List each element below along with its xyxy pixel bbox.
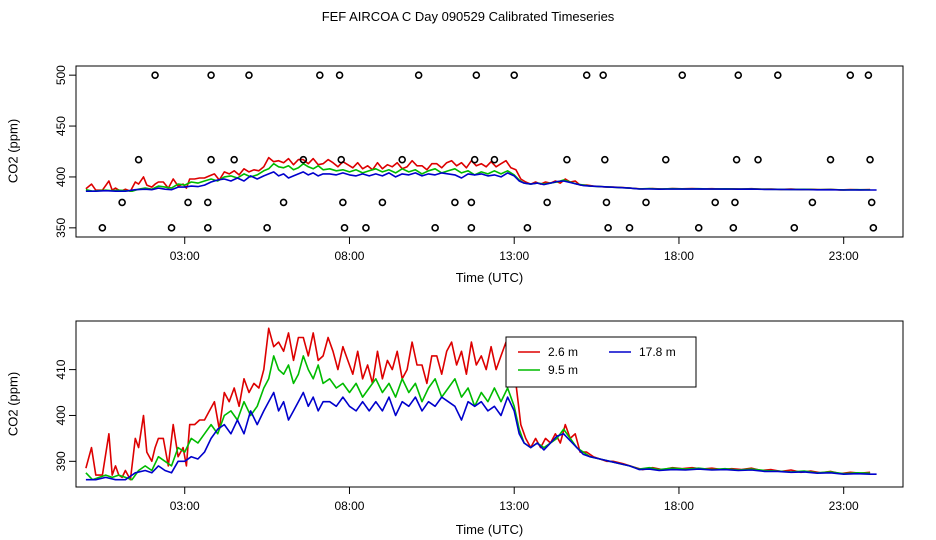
series-line-95m [85,355,871,481]
outlier-point [431,224,439,232]
outlier-point [510,71,519,79]
outlier-point [207,71,215,79]
x-axis-title: Time (UTC) [456,270,523,285]
outlier-point [490,155,499,164]
x-tick-label: 08:00 [334,499,364,513]
bottom-panel-lines: 03:00 08:00 13:00 18:00 23:00 390 400 410 Time (… [5,320,904,537]
outlier-point [808,198,817,207]
outlier-point [754,155,762,164]
outlier-point [864,71,873,79]
outlier-point [729,224,738,232]
outlier-point [151,71,159,79]
outlier-point [694,224,703,232]
x-tick-label: 18:00 [664,249,694,263]
outlier-point [98,224,107,232]
x-axis-title: Time (UTC) [456,522,523,537]
x-tick-label: 13:00 [499,249,529,263]
outlier-point [339,198,347,207]
outlier-point [790,224,799,232]
outlier-point [263,224,271,232]
outlier-point [601,155,609,164]
legend-label: 2.6 m [548,345,578,359]
plot-frame [75,320,904,488]
outlier-point [869,224,878,232]
y-tick-label: 350 [54,218,68,238]
outlier-point [134,155,143,164]
outlier-point [337,155,346,164]
x-tick-label: 23:00 [829,499,859,513]
outlier-point [230,155,238,164]
outlier-point [731,198,739,207]
legend-label: 9.5 m [548,363,578,377]
outlier-point [203,224,212,232]
y-tick-label: 410 [54,359,68,379]
series-line-178m [85,391,877,481]
x-tick-label: 03:00 [170,249,200,263]
y-tick-label: 500 [54,65,68,85]
y-tick-label: 390 [54,451,68,471]
outlier-point [299,155,308,164]
y-tick-label: 450 [54,116,68,136]
outlier-point [167,224,176,232]
legend: 2.6 m 9.5 m 17.8 m [505,336,697,388]
outlier-point [602,198,611,207]
outlier-point [625,224,634,232]
legend-label: 17.8 m [639,345,676,359]
outlier-point [378,198,387,207]
outlier-point [398,155,406,164]
outlier-point [279,198,288,207]
outlier-point [467,198,476,207]
legend-box [505,336,697,388]
x-tick-label: 13:00 [499,499,529,513]
outlier-point [734,71,743,79]
y-tick-label: 400 [54,167,68,187]
plot-data [85,327,877,481]
plot-frame [75,65,904,238]
outlier-point [642,198,650,207]
outlier-point [543,198,551,207]
top-panel-scatter: 03:00 08:00 13:00 18:00 23:00 350 400 450 500 Tim… [5,65,904,285]
y-tick-label: 400 [54,405,68,425]
outlier-point [245,71,253,79]
outlier-point [451,198,459,207]
outlier-point [711,198,719,207]
outlier-point [732,155,741,164]
outlier-point [599,71,607,79]
outlier-point [867,198,876,207]
outlier-point [661,155,670,164]
outlier-point [118,198,126,207]
outlier-point [678,71,687,79]
outlier-point [467,224,476,232]
outlier-point [846,71,855,79]
series-line-178m [85,171,877,192]
outlier-point [414,71,423,79]
outlier-point [203,198,212,207]
y-axis-title: CO2 (ppm) [5,372,20,436]
y-axis-title: CO2 (ppm) [5,119,20,183]
outlier-point [523,224,532,232]
outlier-point [362,224,370,232]
x-tick-label: 23:00 [829,249,859,263]
outlier-point [316,71,324,79]
x-tick-label: 03:00 [170,499,200,513]
outlier-point [335,71,344,79]
outlier-point [773,71,782,79]
x-tick-label: 08:00 [334,249,364,263]
outlier-point [582,71,591,79]
outlier-point [563,155,571,164]
plot-data [85,156,877,192]
chart-title: FEF AIRCOA C Day 090529 Calibrated Times… [321,9,615,24]
outlier-point [826,155,835,164]
outlier-point [866,155,874,164]
outlier-point [184,198,192,207]
outlier-point [472,71,481,79]
outlier-point [470,155,479,164]
outlier-point [604,224,612,232]
x-tick-label: 18:00 [664,499,694,513]
outlier-point [340,224,349,232]
outlier-point [207,155,215,164]
